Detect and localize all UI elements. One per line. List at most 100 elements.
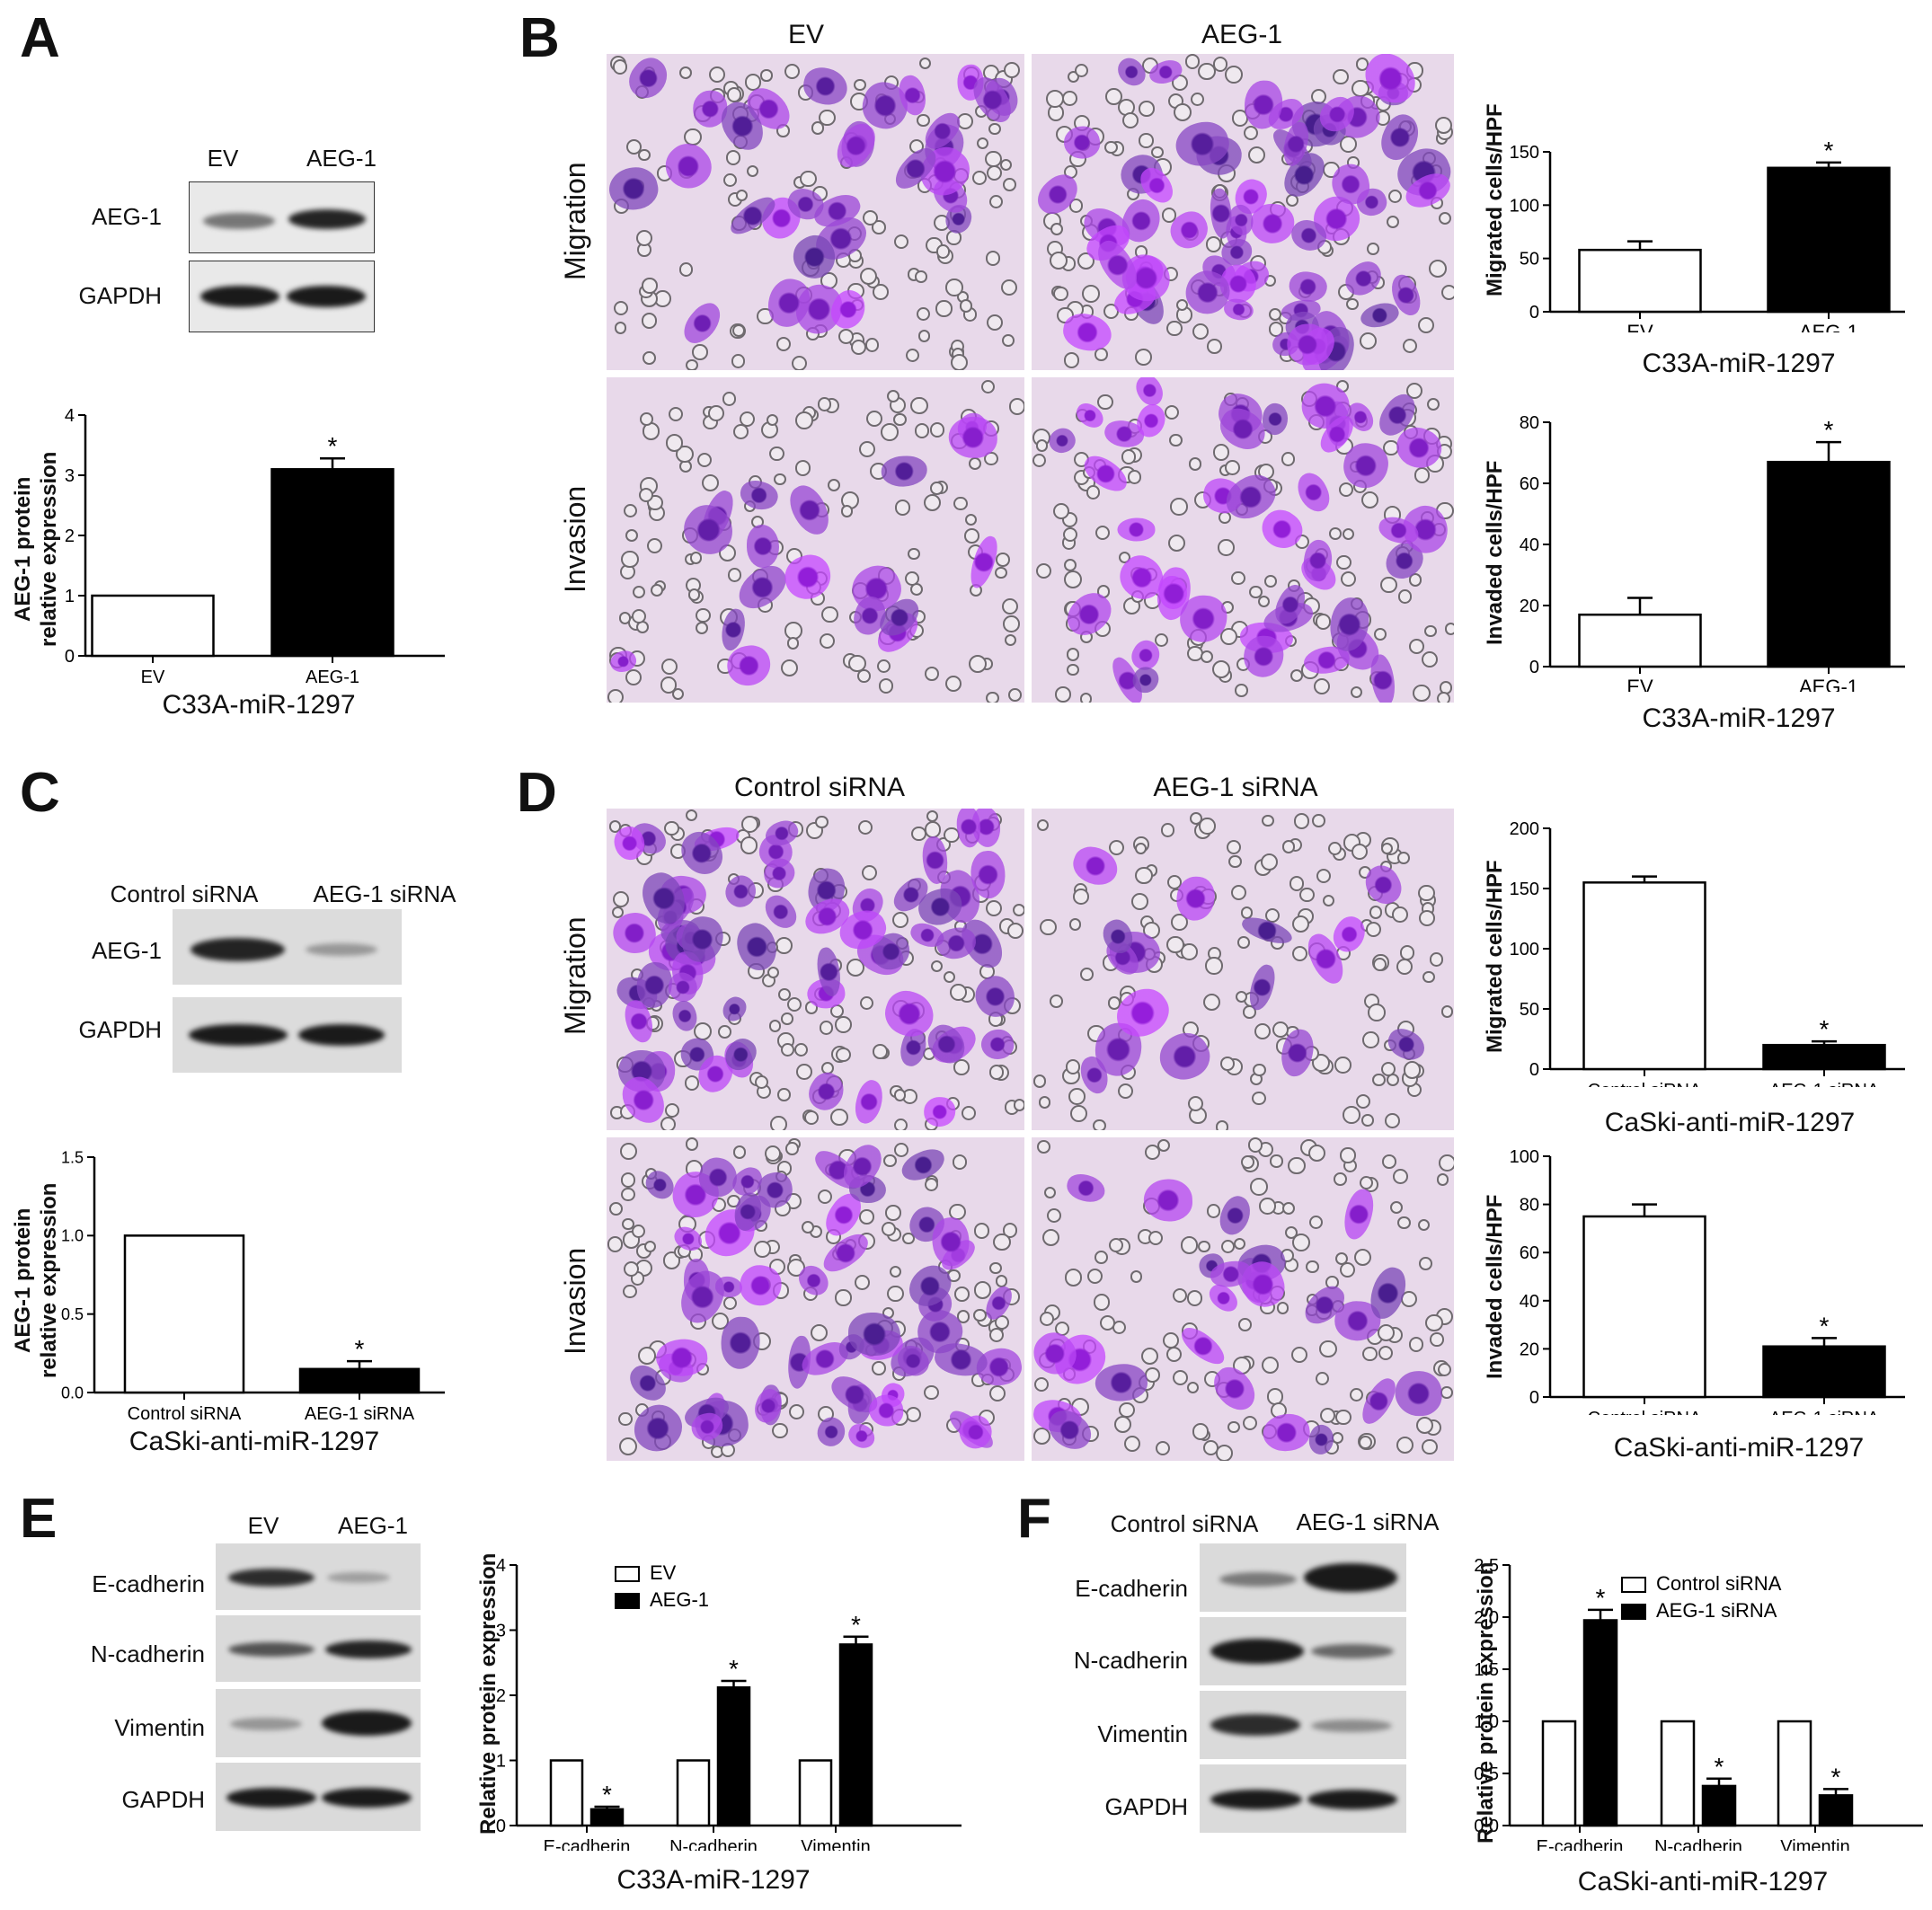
blot-band <box>287 286 366 307</box>
membrane-pore <box>717 1025 731 1039</box>
membrane-pore <box>1254 1022 1272 1039</box>
membrane-pore <box>678 262 694 278</box>
blot-band <box>1210 1639 1304 1664</box>
membrane-pore <box>980 380 995 394</box>
membrane-pore <box>926 809 938 823</box>
chart-d-invasion-ylabel: Invaded cells/HPF <box>1483 1194 1507 1379</box>
membrane-pore <box>989 1327 1005 1342</box>
membrane-pore <box>740 836 758 854</box>
membrane-pore <box>881 1221 896 1236</box>
membrane-pore <box>989 195 1004 209</box>
chart-f-x-tick-label: N-cadherin <box>1654 1837 1742 1851</box>
membrane-pore <box>723 173 738 188</box>
membrane-pore <box>1346 297 1359 311</box>
membrane-pore <box>923 493 941 511</box>
stained-cell <box>1214 1191 1255 1240</box>
membrane-pore <box>1003 177 1016 191</box>
blot-band <box>1210 1714 1300 1736</box>
membrane-pore <box>665 434 684 452</box>
membrane-pore <box>840 505 854 517</box>
chart-b-invasion-bar <box>1767 460 1891 668</box>
micro-d-col-2: AEG-1 siRNA <box>1153 773 1318 802</box>
membrane-pore <box>731 354 746 368</box>
membrane-pore <box>1068 1087 1086 1105</box>
membrane-pore <box>1419 1257 1432 1270</box>
membrane-pore <box>768 1020 782 1032</box>
membrane-pore <box>1035 438 1049 452</box>
membrane-pore <box>1187 1095 1203 1112</box>
membrane-pore <box>786 996 802 1012</box>
membrane-pore <box>1173 1369 1189 1385</box>
membrane-pore <box>1036 819 1049 832</box>
chart-c-y-tick-label: 0.0 <box>61 1384 84 1402</box>
stained-cell <box>845 1419 880 1452</box>
membrane-pore <box>890 1265 902 1278</box>
membrane-pore <box>906 348 920 362</box>
membrane-pore <box>802 1220 815 1234</box>
membrane-pore <box>857 669 871 684</box>
membrane-pore <box>1235 990 1248 1004</box>
membrane-pore <box>945 675 962 692</box>
membrane-pore <box>909 396 928 415</box>
membrane-pore <box>692 344 708 360</box>
membrane-pore <box>954 1287 970 1302</box>
micro-b-col-2: AEG-1 <box>1201 20 1283 49</box>
blot-f-lane-1: Control siRNA <box>1110 1510 1259 1537</box>
membrane-pore <box>707 405 724 421</box>
micrograph-b-aeg1-invasion <box>1032 377 1454 703</box>
chart-c-ylabel-line1: AEG-1 protein <box>11 1207 35 1353</box>
blot-band <box>1307 1790 1397 1809</box>
membrane-pore <box>1406 382 1423 399</box>
membrane-pore <box>891 911 909 929</box>
membrane-pore <box>1114 1415 1132 1433</box>
membrane-pore <box>1367 243 1379 255</box>
membrane-pore <box>1369 906 1383 919</box>
membrane-pore <box>651 584 664 597</box>
chart-c-y-tick-label: 0.5 <box>61 1305 84 1323</box>
membrane-pore <box>1444 622 1454 635</box>
membrane-pore <box>1063 570 1082 588</box>
membrane-pore <box>1135 843 1148 855</box>
stained-cell <box>851 1077 888 1127</box>
panel-d-letter: D <box>517 762 557 824</box>
micrograph-b-aeg1-migration <box>1032 54 1454 370</box>
membrane-pore <box>908 547 920 561</box>
membrane-pore <box>1421 1438 1438 1455</box>
chart-a-ylabel-line1: AEG-1 protein <box>11 476 35 622</box>
chart-f-legend-swatch <box>1621 1604 1646 1620</box>
membrane-pore <box>1312 814 1325 827</box>
membrane-pore <box>827 479 841 492</box>
chart-b-migration-bar <box>1578 248 1702 314</box>
membrane-pore <box>935 300 953 317</box>
membrane-pore <box>1041 1228 1060 1247</box>
blot-a-lane-2: AEG-1 <box>306 145 377 172</box>
membrane-pore <box>1250 1178 1268 1196</box>
membrane-pore <box>1063 558 1077 571</box>
membrane-pore <box>619 1143 637 1161</box>
membrane-pore <box>1359 1176 1373 1190</box>
chart-e-x-tick-label: Vimentin <box>801 1837 870 1851</box>
membrane-pore <box>1191 92 1205 106</box>
membrane-pore <box>612 890 630 908</box>
stained-cell <box>880 455 928 488</box>
membrane-pore <box>1104 140 1118 155</box>
membrane-pore <box>1062 91 1077 106</box>
membrane-pore <box>637 1347 656 1366</box>
membrane-pore <box>1334 1172 1347 1187</box>
blot-band <box>191 938 285 961</box>
membrane-pore <box>689 551 703 564</box>
membrane-pore <box>1403 339 1418 354</box>
blot-c-row-1-label: AEG-1 <box>91 937 162 964</box>
membrane-pore <box>1227 1420 1240 1433</box>
chart-e-bar <box>716 1686 751 1827</box>
western-blot-f-ncadherin <box>1200 1617 1406 1685</box>
membrane-pore <box>953 1059 970 1075</box>
membrane-pore <box>1386 215 1399 229</box>
membrane-pore <box>1003 615 1020 632</box>
membrane-pore <box>687 588 701 601</box>
membrane-pore <box>894 1142 909 1157</box>
membrane-pore <box>986 314 1003 332</box>
blot-f-lane-2: AEG-1 siRNA <box>1296 1508 1440 1535</box>
membrane-pore <box>1378 1346 1394 1361</box>
membrane-pore <box>1032 454 1047 468</box>
